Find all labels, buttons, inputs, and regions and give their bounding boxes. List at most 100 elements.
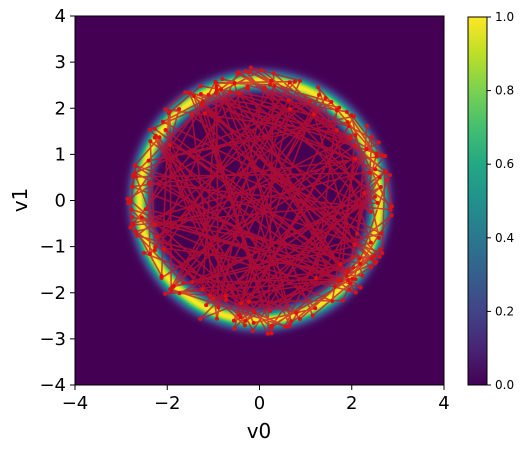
colorbar-ticks: 0.0 0.2 0.4 0.6 0.8 1.0 bbox=[487, 10, 514, 392]
colorbar bbox=[467, 16, 488, 386]
trajectory-point bbox=[389, 204, 394, 209]
trajectory-point bbox=[269, 331, 274, 336]
trajectory-point bbox=[228, 90, 233, 95]
trajectory-point bbox=[242, 323, 247, 328]
trajectory-point bbox=[372, 194, 377, 199]
trajectory-point bbox=[177, 291, 182, 296]
trajectory-point bbox=[232, 81, 237, 86]
trajectory-point bbox=[133, 229, 138, 234]
trajectory-point bbox=[223, 294, 228, 299]
trajectory-point bbox=[128, 225, 133, 230]
trajectory-point bbox=[218, 87, 223, 92]
trajectory-point bbox=[125, 196, 130, 201]
trajectory-point bbox=[348, 136, 353, 141]
y-tick-label: 0 bbox=[55, 191, 66, 212]
trajectory-point bbox=[198, 103, 203, 108]
trajectory-point bbox=[292, 79, 297, 84]
trajectory-point bbox=[369, 256, 374, 261]
trajectory-point bbox=[269, 325, 274, 330]
trajectory-point bbox=[272, 83, 277, 88]
trajectory-point bbox=[353, 277, 358, 282]
trajectory-point bbox=[152, 126, 157, 131]
trajectory-point bbox=[372, 253, 377, 258]
trajectory-point bbox=[350, 276, 355, 281]
y-tick-label: −1 bbox=[39, 237, 66, 258]
trajectory-point bbox=[310, 313, 315, 318]
trajectory-point bbox=[134, 233, 139, 238]
trajectory-point bbox=[340, 298, 345, 303]
x-tick-label: −4 bbox=[62, 393, 89, 414]
y-tick-label: 3 bbox=[55, 52, 66, 73]
trajectory bbox=[125, 65, 394, 336]
trajectory-point bbox=[259, 68, 264, 73]
trajectory-point bbox=[126, 201, 131, 206]
trajectory-point bbox=[181, 280, 186, 285]
trajectory-point bbox=[214, 84, 219, 89]
trajectory-point bbox=[245, 84, 250, 89]
trajectory-point bbox=[287, 80, 292, 85]
trajectory-point bbox=[358, 261, 363, 266]
trajectory-point bbox=[130, 184, 135, 189]
trajectory-point bbox=[216, 305, 221, 310]
trajectory-point bbox=[183, 90, 188, 95]
trajectory-point bbox=[131, 221, 136, 226]
trajectory-point bbox=[329, 100, 334, 105]
trajectory-point bbox=[307, 99, 312, 104]
trajectory-point bbox=[237, 90, 242, 95]
trajectory-point bbox=[338, 278, 343, 283]
trajectory-point bbox=[298, 78, 303, 83]
trajectory-point bbox=[314, 276, 319, 281]
trajectory-point bbox=[200, 99, 205, 104]
trajectory-point bbox=[375, 200, 380, 205]
trajectory-point bbox=[377, 235, 382, 240]
x-tick-label: 0 bbox=[254, 393, 265, 414]
trajectory-point bbox=[323, 95, 328, 100]
y-tick-label: −3 bbox=[39, 329, 66, 350]
trajectory-point bbox=[148, 139, 153, 144]
trajectory-point bbox=[337, 105, 342, 110]
trajectory-point bbox=[248, 70, 253, 75]
colorbar-tick-label: 0.8 bbox=[495, 84, 514, 98]
trajectory-point bbox=[252, 310, 257, 315]
trajectory-point bbox=[353, 290, 358, 295]
trajectory-point bbox=[352, 242, 357, 247]
trajectory-point bbox=[163, 291, 168, 296]
trajectory-point bbox=[388, 207, 393, 212]
trajectory-point bbox=[351, 265, 356, 270]
trajectory-point bbox=[167, 109, 172, 114]
trajectory-point bbox=[214, 88, 219, 93]
trajectory-point bbox=[294, 310, 299, 315]
trajectory-point bbox=[347, 288, 352, 293]
trajectory-point bbox=[334, 108, 339, 113]
trajectory-point bbox=[269, 78, 274, 83]
trajectory-point bbox=[157, 135, 162, 140]
trajectory-point bbox=[160, 119, 165, 124]
trajectory-point bbox=[355, 231, 360, 236]
trajectory-point bbox=[338, 262, 343, 267]
colorbar-tick-label: 0.0 bbox=[495, 378, 514, 392]
trajectory-point bbox=[262, 85, 267, 90]
trajectory-point bbox=[286, 97, 291, 102]
trajectory-point bbox=[243, 318, 248, 323]
trajectory-point bbox=[204, 303, 209, 308]
trajectory-point bbox=[373, 261, 378, 266]
trajectory-point bbox=[376, 140, 381, 145]
trajectory-point bbox=[346, 278, 351, 283]
trajectory-point bbox=[265, 331, 270, 336]
trajectory-point bbox=[243, 69, 248, 74]
trajectory-point bbox=[368, 209, 373, 214]
trajectory-point bbox=[146, 181, 151, 186]
trajectory-point bbox=[364, 146, 369, 151]
trajectory-point bbox=[348, 281, 353, 286]
colorbar-tick-label: 0.4 bbox=[495, 231, 514, 245]
colorbar-tick-label: 0.6 bbox=[495, 157, 514, 171]
trajectory-point bbox=[141, 250, 146, 255]
trajectory-point bbox=[334, 128, 339, 133]
trajectory-point bbox=[367, 170, 372, 175]
x-tick-label: 4 bbox=[438, 393, 449, 414]
trajectory-point bbox=[251, 320, 256, 325]
trajectory-point bbox=[358, 285, 363, 290]
y-axis: −4 −3 −2 −1 0 1 2 3 4 bbox=[39, 6, 75, 396]
trajectory-point bbox=[169, 289, 174, 294]
